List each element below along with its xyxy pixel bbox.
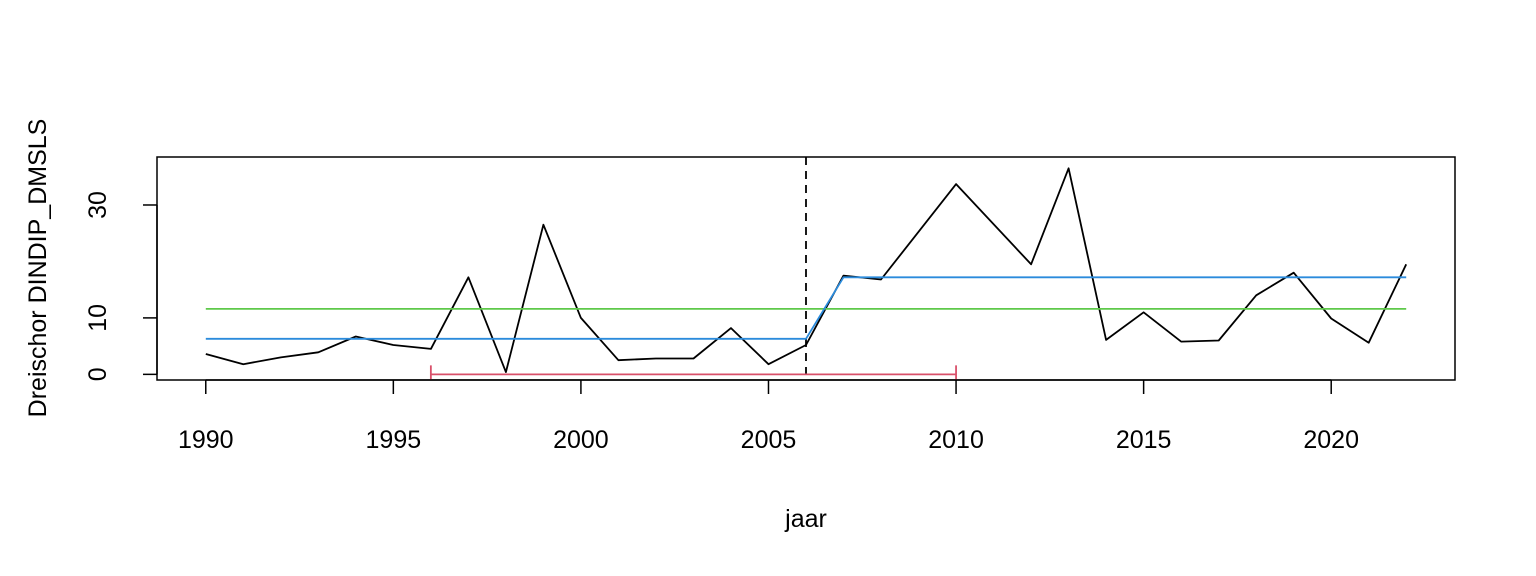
x-tick-label: 2020 bbox=[1303, 426, 1359, 454]
y-axis-label: Dreischor DINDIP_DMSLS bbox=[24, 119, 52, 418]
reference-period-bar bbox=[429, 365, 957, 380]
y-tick-label: 30 bbox=[84, 191, 112, 219]
y-tick-label: 10 bbox=[84, 304, 112, 332]
y-tick-label: 0 bbox=[84, 367, 112, 381]
x-axis-label: jaar bbox=[784, 505, 827, 533]
x-tick-label: 1990 bbox=[178, 426, 234, 454]
x-tick-label: 1995 bbox=[366, 426, 422, 454]
plot-frame bbox=[156, 156, 1456, 381]
axes: 1990 1995 2000 2005 2010 2015 2020 0 10 30 bbox=[84, 191, 1359, 454]
x-tick-label: 2005 bbox=[741, 426, 797, 454]
plot-data bbox=[205, 157, 1408, 380]
step-mean-line bbox=[205, 276, 1407, 340]
x-tick-label: 2000 bbox=[553, 426, 609, 454]
x-tick-label: 2010 bbox=[928, 426, 984, 454]
measurement-series-line bbox=[205, 167, 1408, 374]
x-tick-label: 2015 bbox=[1116, 426, 1172, 454]
